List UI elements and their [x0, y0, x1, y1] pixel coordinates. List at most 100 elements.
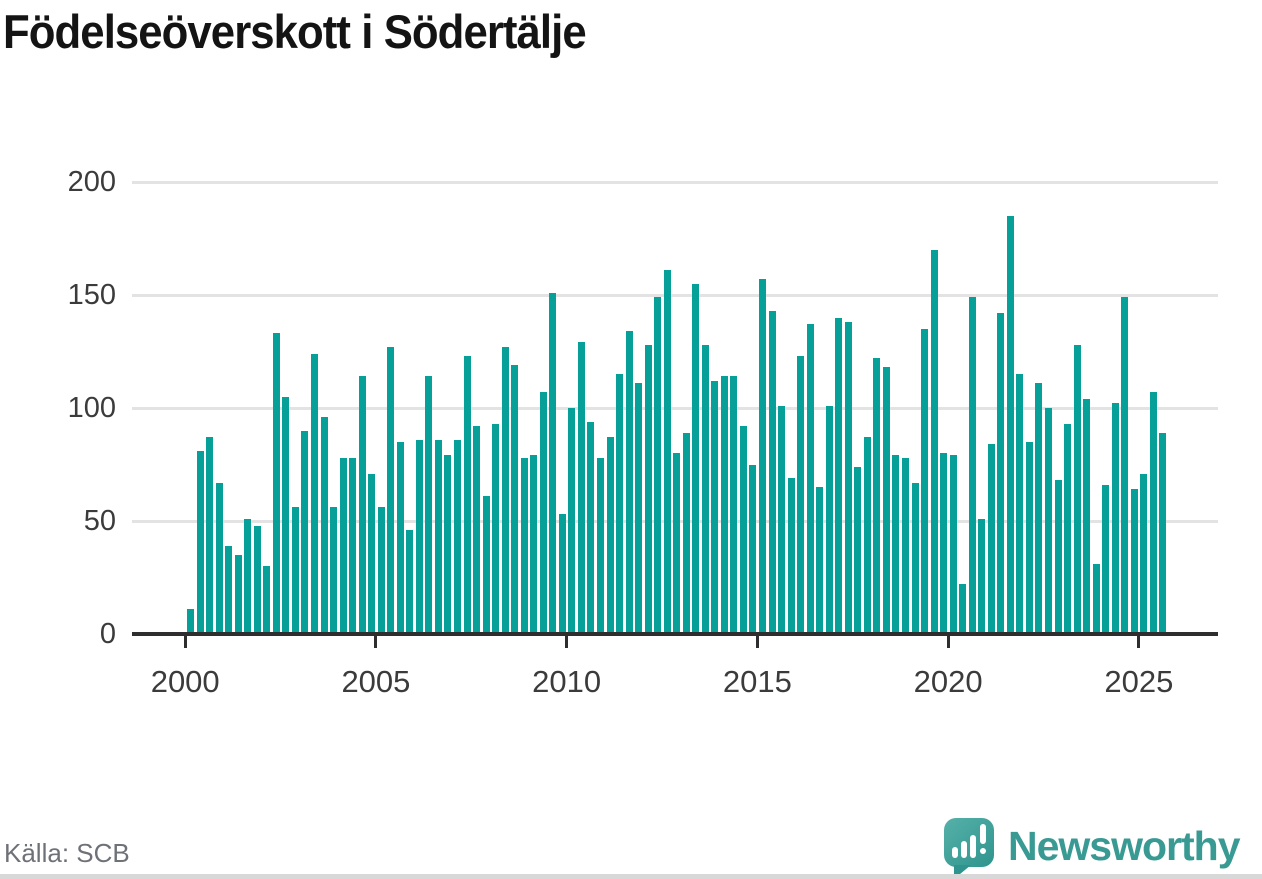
bar	[330, 507, 338, 634]
bar	[377, 507, 385, 634]
bar	[768, 310, 776, 634]
bar	[730, 376, 738, 634]
bar	[1149, 392, 1157, 634]
bar	[854, 466, 862, 634]
bar	[720, 376, 728, 634]
bar	[625, 331, 633, 634]
bar	[558, 514, 566, 634]
bar	[682, 432, 690, 634]
brand-wordmark: Newsworthy	[1008, 823, 1240, 869]
bar	[311, 353, 319, 634]
bar	[749, 464, 757, 634]
bar	[234, 554, 242, 634]
bar	[835, 317, 843, 634]
bar	[940, 453, 948, 634]
bar	[387, 346, 395, 634]
x-axis-tick-label: 2005	[341, 664, 411, 699]
bar	[644, 344, 652, 634]
bar	[1111, 403, 1119, 634]
bar	[463, 356, 471, 634]
bar	[539, 392, 547, 634]
bar	[215, 482, 223, 634]
bar	[577, 342, 585, 634]
bar	[339, 457, 347, 634]
bar	[406, 530, 414, 634]
bar	[701, 344, 709, 634]
bar	[1092, 563, 1100, 634]
bar	[949, 455, 957, 634]
bar	[396, 441, 404, 634]
bar	[911, 482, 919, 634]
bar	[978, 518, 986, 634]
x-axis-tick	[946, 636, 950, 648]
x-axis-tick-label: 2025	[1104, 664, 1174, 699]
bar	[959, 584, 967, 634]
x-axis-tick-label: 2020	[913, 664, 983, 699]
bar	[1130, 489, 1138, 634]
bar	[358, 376, 366, 634]
bar	[482, 496, 490, 634]
gridline-y150	[132, 293, 1218, 297]
bar	[930, 249, 938, 634]
bar	[1016, 374, 1024, 634]
mini-bar-icon	[952, 847, 958, 858]
bar	[873, 358, 881, 634]
gridline-y100	[132, 406, 1218, 410]
bar	[787, 478, 795, 634]
bar	[244, 518, 252, 634]
bar	[301, 430, 309, 634]
bar	[1035, 383, 1043, 634]
bar	[987, 444, 995, 634]
bar	[568, 408, 576, 634]
bar	[320, 417, 328, 634]
bar	[663, 270, 671, 634]
x-axis-tick-label: 2015	[722, 664, 792, 699]
bar	[349, 457, 357, 634]
bar	[739, 426, 747, 634]
bar	[606, 437, 614, 634]
bar	[825, 405, 833, 634]
bar	[844, 322, 852, 634]
bar	[1025, 441, 1033, 634]
bar	[291, 507, 299, 634]
bar	[759, 279, 767, 634]
bar	[902, 457, 909, 634]
bar	[520, 457, 528, 634]
x-axis-tick	[565, 636, 569, 648]
bar	[692, 283, 700, 634]
bar	[272, 333, 280, 634]
bar	[530, 455, 538, 634]
bar	[434, 439, 442, 634]
bar	[1006, 215, 1014, 634]
bar	[921, 328, 929, 634]
x-axis-line	[132, 632, 1218, 636]
bar	[711, 380, 719, 634]
bar	[473, 426, 481, 634]
mini-bar-icon	[970, 835, 976, 858]
bar	[263, 566, 271, 634]
bar	[1102, 484, 1110, 634]
bar	[1044, 408, 1052, 634]
bar	[368, 473, 376, 634]
bar	[673, 453, 681, 634]
bar	[1121, 297, 1129, 634]
bar	[882, 367, 890, 634]
bar	[968, 297, 976, 634]
y-axis-tick-label: 50	[83, 505, 116, 537]
bottom-divider	[0, 874, 1262, 879]
bar	[616, 374, 624, 634]
bar	[863, 437, 871, 634]
bar	[206, 437, 214, 634]
bar	[1140, 473, 1148, 634]
bar	[587, 421, 595, 634]
bar	[549, 292, 557, 634]
gridline-y200	[132, 180, 1218, 184]
source-note: Källa: SCB	[4, 838, 130, 868]
bar	[1083, 398, 1091, 634]
bar	[253, 525, 261, 634]
bar	[778, 405, 786, 634]
x-axis-tick	[755, 636, 759, 648]
newsworthy-logo[interactable]: Newsworthy	[944, 818, 1240, 879]
bar	[187, 609, 195, 634]
